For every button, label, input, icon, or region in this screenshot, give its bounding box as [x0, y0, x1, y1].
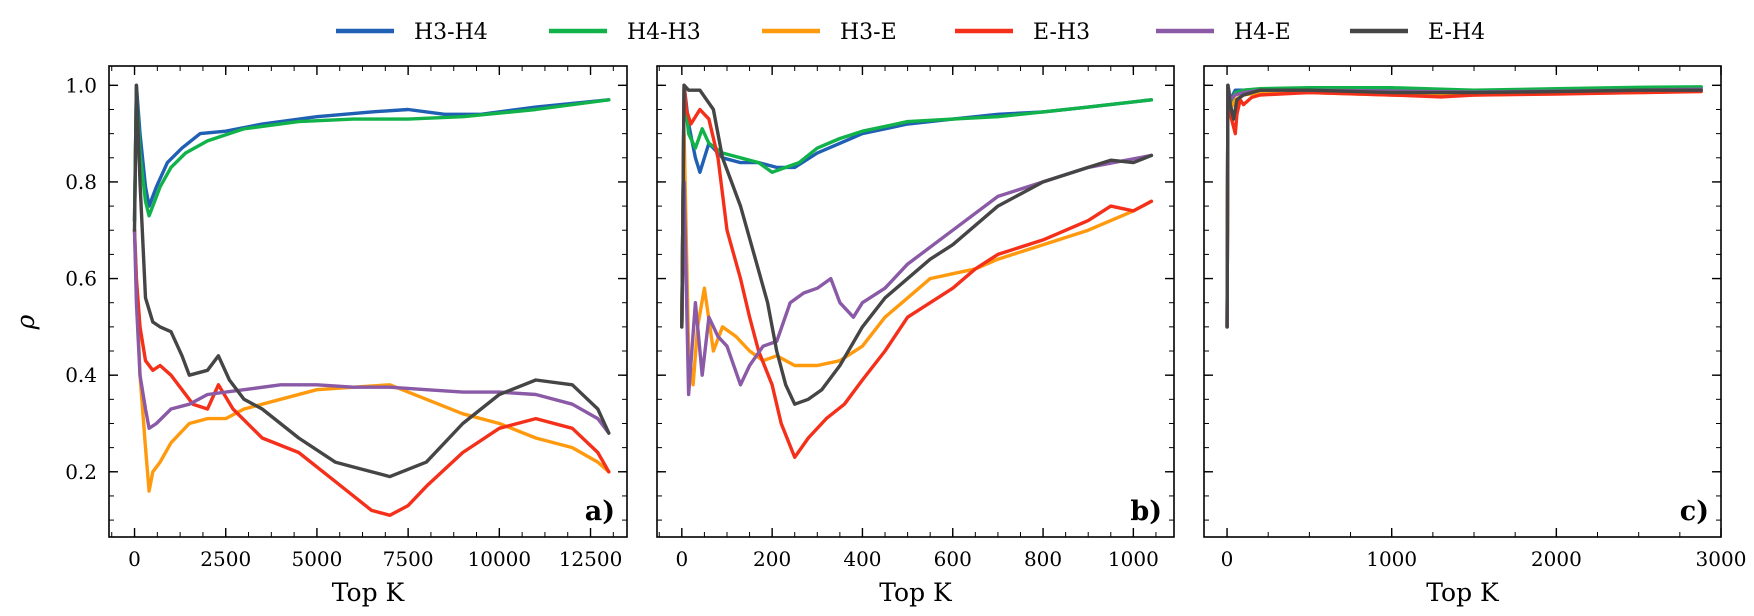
- series-line-h4-e: [1225, 83, 1703, 329]
- x-tick-label: 2000: [1531, 547, 1582, 571]
- x-tick-label: 2500: [200, 547, 251, 571]
- legend-label: H4-H3: [627, 20, 701, 45]
- x-tick-label: 12500: [559, 547, 623, 571]
- series-line-h4-h3: [680, 88, 1154, 329]
- x-tick-label: 7500: [383, 547, 434, 571]
- y-tick-label: 0.2: [65, 460, 97, 484]
- x-tick-label: 1000: [1366, 547, 1417, 571]
- series-line-e-h3: [1225, 88, 1703, 329]
- x-tick-label: 200: [753, 547, 791, 571]
- x-tick-label: 3000: [1696, 547, 1747, 571]
- x-tick-label: 5000: [291, 547, 342, 571]
- axes-frame: [656, 65, 1175, 538]
- y-tick-label: 1.0: [65, 73, 97, 97]
- x-axis-label: Top K: [1426, 578, 1500, 607]
- series-line-h4-h3: [132, 88, 611, 223]
- plot-area: [680, 83, 1154, 459]
- panel-label: a): [585, 496, 615, 527]
- series-line-h4-h3: [1225, 83, 1703, 329]
- x-tick-label: 0: [675, 547, 688, 571]
- axes-frame: [1203, 65, 1722, 538]
- axes-frame: [108, 65, 628, 538]
- legend-item-h4-e: H4-E: [1156, 20, 1291, 45]
- legend-item-e-h4: E-H4: [1350, 20, 1485, 45]
- series-line-h4-e: [680, 153, 1154, 397]
- plot-area: [1225, 83, 1703, 329]
- legend-item-h3-h4: H3-H4: [336, 20, 488, 45]
- panel-c: 0 1000 2000 3000 Top K c): [1203, 65, 1747, 607]
- x-tick-label: 0: [1221, 547, 1234, 571]
- legend-item-h3-e: H3-E: [762, 20, 897, 45]
- x-tick-label: 800: [1024, 547, 1062, 571]
- legend-label: H3-H4: [414, 20, 488, 45]
- series-line-h3-h4: [1225, 83, 1703, 329]
- legend-label: E-H3: [1033, 20, 1090, 45]
- plot-area: [132, 83, 611, 517]
- y-tick-label: 0.8: [65, 170, 97, 194]
- series-line-e-h4: [132, 83, 611, 479]
- panels: 0 2500 5000 7500 10000 125000.20.40.60.81.0To…: [65, 65, 1747, 607]
- panel-b: 0 200 400 600 800 1000 Top K b): [656, 65, 1175, 607]
- x-tick-label: 0: [128, 547, 141, 571]
- x-axis-label: Top K: [332, 578, 406, 607]
- series-line-e-h3: [132, 228, 611, 517]
- legend-label: H3-E: [840, 20, 897, 45]
- legend: H3-H4 H4-H3 H3-E E-H3 H4-E E-H4: [336, 20, 1485, 45]
- legend-item-h4-h3: H4-H3: [549, 20, 701, 45]
- panel-label: b): [1130, 496, 1162, 527]
- x-tick-label: 400: [843, 547, 881, 571]
- x-tick-label: 600: [934, 547, 972, 571]
- y-tick-label: 0.4: [65, 363, 97, 387]
- series-line-h3-h4: [132, 83, 611, 223]
- series-line-h3-e: [132, 228, 611, 493]
- x-axis-label: Top K: [879, 578, 953, 607]
- x-tick-label: 10000: [468, 547, 532, 571]
- series-line-e-h4: [1225, 83, 1703, 329]
- series-line-e-h3: [680, 83, 1154, 459]
- legend-item-e-h3: E-H3: [955, 20, 1090, 45]
- legend-label: H4-E: [1234, 20, 1291, 45]
- series-line-h4-e: [132, 228, 611, 435]
- legend-label: E-H4: [1428, 20, 1485, 45]
- panel-a: 0 2500 5000 7500 10000 12500 0.2 0.4 0.6 0.8 1.0 To…: [65, 65, 628, 607]
- x-tick-label: 1000: [1108, 547, 1159, 571]
- panel-label: c): [1680, 496, 1709, 527]
- y-tick-label: 0.6: [65, 267, 97, 291]
- y-axis-label: ρ: [11, 314, 40, 330]
- series-line-e-h4: [680, 83, 1154, 406]
- series-line-h3-e: [1225, 88, 1703, 329]
